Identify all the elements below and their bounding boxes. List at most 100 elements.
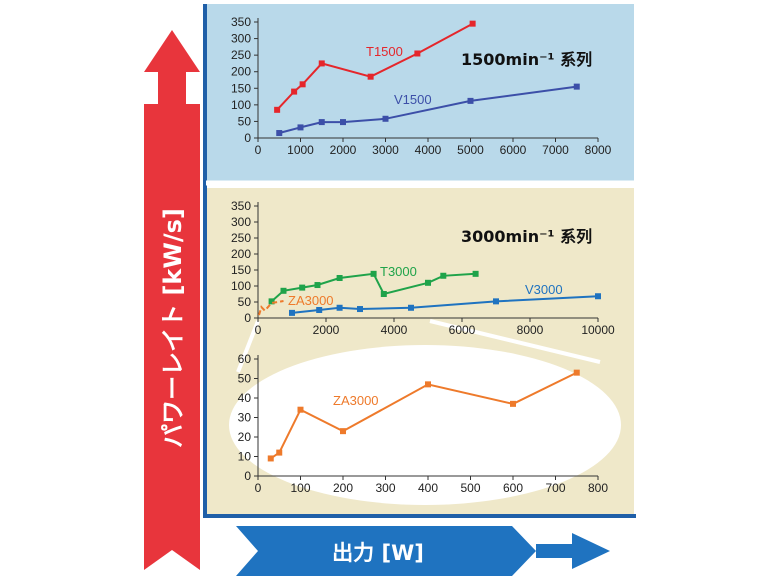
data-point-za3000 — [510, 400, 516, 407]
data-point-t3000 — [280, 287, 287, 294]
chart-1500-series: 0 50 100 150 200 250 300 350 0 1000 2000 3000 4000 50… — [231, 15, 612, 157]
series-line-za3000 — [258, 300, 284, 316]
x-tick-label: 0 — [255, 323, 262, 337]
x-tick-label: 4000 — [415, 143, 442, 157]
data-point-t3000 — [336, 275, 343, 281]
data-point-v1500 — [573, 83, 580, 90]
x-tick-label: 4000 — [381, 323, 408, 337]
y-tick-label: 0 — [244, 311, 251, 325]
x-tick-label: 100 — [290, 481, 310, 495]
y-tick-label: 0 — [244, 469, 251, 483]
title-1500-series: 1500min⁻¹ 系列 — [461, 50, 592, 69]
x-tick-label: 8000 — [517, 323, 544, 337]
zoom-ellipse — [229, 345, 621, 505]
top-panel-background — [206, 4, 634, 181]
x-tick-label: 700 — [545, 481, 565, 495]
data-point-t3000 — [299, 284, 306, 291]
data-point-za3000 — [297, 406, 304, 413]
x-axis-title: 出力 [W] — [332, 541, 424, 565]
y-tick-label: 200 — [231, 65, 251, 79]
y-tick-label: 60 — [238, 352, 252, 366]
data-point-v3000 — [493, 298, 499, 305]
data-point-t1500 — [469, 20, 476, 27]
data-point-v1500 — [467, 97, 474, 104]
data-point-t3000 — [370, 270, 377, 277]
data-point-t3000 — [314, 282, 321, 289]
x-tick-label: 6000 — [449, 323, 476, 337]
y-tick-label: 150 — [231, 81, 251, 95]
series-label-t1500: T1500 — [366, 44, 403, 59]
x-tick-label: 300 — [375, 481, 395, 495]
series-label-v1500: V1500 — [394, 92, 432, 107]
data-point-v3000 — [595, 293, 601, 300]
x-tick-label: 6000 — [500, 143, 527, 157]
y-tick-label: 10 — [238, 450, 252, 464]
y-tick-label: 250 — [231, 48, 251, 62]
x-tick-label: 0 — [255, 143, 262, 157]
data-point-t1500 — [367, 73, 374, 80]
series-line-t3000 — [270, 272, 476, 303]
y-tick-label: 300 — [231, 32, 251, 46]
data-point-za3000 — [340, 428, 346, 435]
data-point-t1500 — [299, 81, 306, 88]
x-tick-label: 400 — [418, 481, 438, 495]
x-tick-label: 2000 — [313, 323, 340, 337]
data-point-v3000 — [357, 306, 363, 313]
y-tick-label: 300 — [231, 215, 251, 229]
data-point-v1500 — [276, 130, 283, 137]
y-tick-label: 50 — [238, 372, 252, 386]
y-tick-label: 100 — [231, 98, 251, 112]
up-arrow: パワーレイト [kW/s] — [144, 30, 200, 570]
y-tick-label: 250 — [231, 231, 251, 245]
data-point-t3000 — [440, 272, 447, 279]
data-point-t1500 — [291, 88, 298, 95]
x-tick-label: 500 — [460, 481, 480, 495]
data-point-t1500 — [414, 50, 421, 57]
x-tick-label: 1000 — [287, 143, 314, 157]
y-tick-label: 50 — [238, 114, 252, 128]
data-point-v1500 — [318, 119, 325, 126]
x-tick-label: 200 — [333, 481, 353, 495]
x-tick-label: 2000 — [330, 143, 357, 157]
y-tick-label: 200 — [231, 247, 251, 261]
x-tick-label: 7000 — [542, 143, 569, 157]
x-tick-label: 600 — [503, 481, 523, 495]
y-tick-label: 100 — [231, 279, 251, 293]
data-point-za3000 — [573, 369, 580, 376]
y-axis-title: パワーレイト [kW/s] — [159, 208, 187, 448]
data-point-v1500 — [382, 115, 389, 122]
y-tick-label: 0 — [244, 131, 251, 145]
x-tick-label: 8000 — [585, 143, 612, 157]
data-point-v3000 — [336, 304, 343, 311]
data-point-t3000 — [425, 279, 431, 286]
zoom-guide-right — [429, 319, 601, 364]
x-tick-label: 5000 — [457, 143, 484, 157]
x-tick-label: 800 — [588, 481, 608, 495]
series-label-za3000: ZA3000 — [288, 293, 334, 308]
x-tick-label: 0 — [255, 481, 262, 495]
y-tick-label: 350 — [231, 199, 251, 213]
data-point-v1500 — [297, 124, 304, 131]
data-point-za3000 — [425, 381, 431, 388]
data-point-v3000 — [289, 309, 295, 316]
data-point-t3000 — [268, 298, 275, 305]
data-point-t3000 — [472, 270, 479, 277]
data-point-v1500 — [340, 119, 346, 126]
x-tick-label: 10000 — [581, 323, 615, 337]
series-label-v3000: V3000 — [525, 282, 563, 297]
title-3000-series: 3000min⁻¹ 系列 — [461, 227, 592, 246]
data-point-za3000 — [276, 449, 283, 456]
right-arrow: 出力 [W] — [236, 526, 610, 576]
series-label-t3000: T3000 — [380, 264, 417, 279]
data-point-t1500 — [274, 106, 281, 113]
x-tick-label: 3000 — [372, 143, 399, 157]
series-label-za3000: ZA3000 — [333, 393, 379, 408]
data-point-v3000 — [316, 307, 323, 313]
data-point-v3000 — [408, 304, 414, 311]
y-tick-label: 350 — [231, 15, 251, 29]
y-tick-label: 50 — [238, 295, 252, 309]
